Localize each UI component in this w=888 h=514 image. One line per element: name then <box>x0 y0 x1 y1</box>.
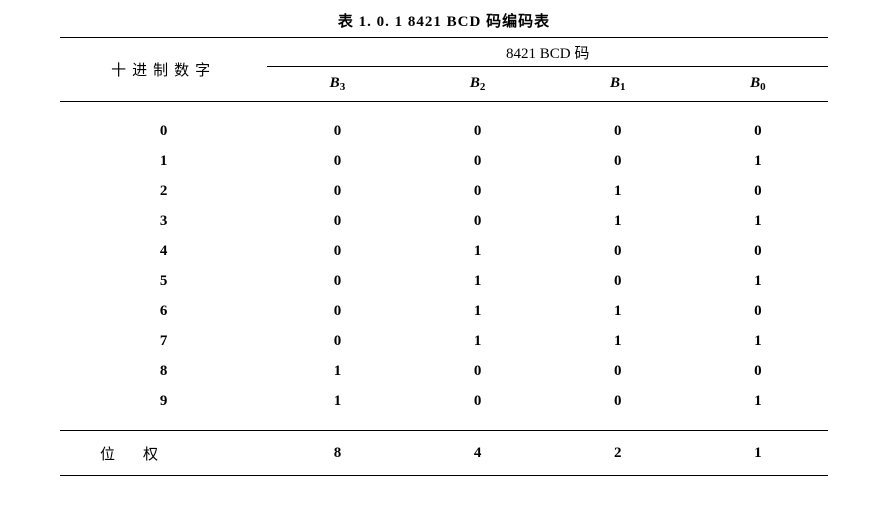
weight-cell: 1 <box>688 431 828 476</box>
col-header-bcd: 8421 BCD 码 <box>267 38 828 67</box>
cell-bit: 0 <box>548 266 688 296</box>
spacer <box>60 416 828 431</box>
col-header-b2: B2 <box>408 67 548 102</box>
cell-decimal: 7 <box>60 326 267 356</box>
cell-bit: 0 <box>688 116 828 146</box>
table-weights-row: 位权 8 4 2 1 <box>60 431 828 476</box>
cell-bit: 1 <box>548 206 688 236</box>
table-row: 0 0 0 0 0 <box>60 116 828 146</box>
table-row: 2 0 0 1 0 <box>60 176 828 206</box>
table-row: 6 0 1 1 0 <box>60 296 828 326</box>
cell-bit: 1 <box>688 206 828 236</box>
bcd-table: 十进制数字 8421 BCD 码 B3 B2 B1 B0 0 0 0 0 0 1… <box>60 37 828 476</box>
cell-bit: 0 <box>267 176 407 206</box>
col-header-b1: B1 <box>548 67 688 102</box>
table-row: 3 0 0 1 1 <box>60 206 828 236</box>
weights-label: 位权 <box>60 431 267 476</box>
cell-bit: 1 <box>267 386 407 416</box>
weight-cell: 4 <box>408 431 548 476</box>
cell-bit: 1 <box>408 266 548 296</box>
cell-bit: 1 <box>548 176 688 206</box>
cell-bit: 0 <box>548 386 688 416</box>
cell-bit: 0 <box>408 356 548 386</box>
cell-bit: 0 <box>688 236 828 266</box>
cell-bit: 0 <box>267 116 407 146</box>
col-header-decimal: 十进制数字 <box>60 38 267 102</box>
cell-bit: 1 <box>548 296 688 326</box>
cell-bit: 0 <box>267 266 407 296</box>
cell-bit: 0 <box>688 356 828 386</box>
cell-bit: 1 <box>688 146 828 176</box>
cell-decimal: 2 <box>60 176 267 206</box>
cell-bit: 0 <box>408 176 548 206</box>
cell-bit: 0 <box>548 236 688 266</box>
cell-bit: 0 <box>688 296 828 326</box>
table-row: 8 1 0 0 0 <box>60 356 828 386</box>
col-header-b3: B3 <box>267 67 407 102</box>
cell-bit: 0 <box>408 116 548 146</box>
cell-bit: 0 <box>408 386 548 416</box>
cell-bit: 0 <box>408 146 548 176</box>
cell-decimal: 4 <box>60 236 267 266</box>
cell-decimal: 9 <box>60 386 267 416</box>
cell-bit: 0 <box>267 236 407 266</box>
table-row: 4 0 1 0 0 <box>60 236 828 266</box>
weight-cell: 2 <box>548 431 688 476</box>
cell-decimal: 3 <box>60 206 267 236</box>
cell-bit: 0 <box>548 356 688 386</box>
table-row: 9 1 0 0 1 <box>60 386 828 416</box>
cell-bit: 1 <box>267 356 407 386</box>
table-caption: 表 1. 0. 1 8421 BCD 码编码表 <box>60 10 828 31</box>
cell-bit: 1 <box>548 326 688 356</box>
cell-bit: 0 <box>548 146 688 176</box>
spacer <box>60 102 828 117</box>
cell-bit: 0 <box>548 116 688 146</box>
cell-bit: 1 <box>688 386 828 416</box>
table-header-row-1: 十进制数字 8421 BCD 码 <box>60 38 828 67</box>
table-row: 7 0 1 1 1 <box>60 326 828 356</box>
weight-cell: 8 <box>267 431 407 476</box>
cell-bit: 0 <box>267 206 407 236</box>
cell-bit: 1 <box>688 266 828 296</box>
cell-decimal: 0 <box>60 116 267 146</box>
table-row: 1 0 0 0 1 <box>60 146 828 176</box>
cell-bit: 0 <box>267 146 407 176</box>
cell-decimal: 6 <box>60 296 267 326</box>
cell-bit: 0 <box>688 176 828 206</box>
cell-bit: 1 <box>408 236 548 266</box>
cell-bit: 0 <box>408 206 548 236</box>
cell-bit: 1 <box>408 326 548 356</box>
cell-bit: 1 <box>688 326 828 356</box>
cell-decimal: 5 <box>60 266 267 296</box>
cell-bit: 0 <box>267 326 407 356</box>
cell-decimal: 1 <box>60 146 267 176</box>
cell-bit: 1 <box>408 296 548 326</box>
cell-decimal: 8 <box>60 356 267 386</box>
table-row: 5 0 1 0 1 <box>60 266 828 296</box>
col-header-b0: B0 <box>688 67 828 102</box>
cell-bit: 0 <box>267 296 407 326</box>
